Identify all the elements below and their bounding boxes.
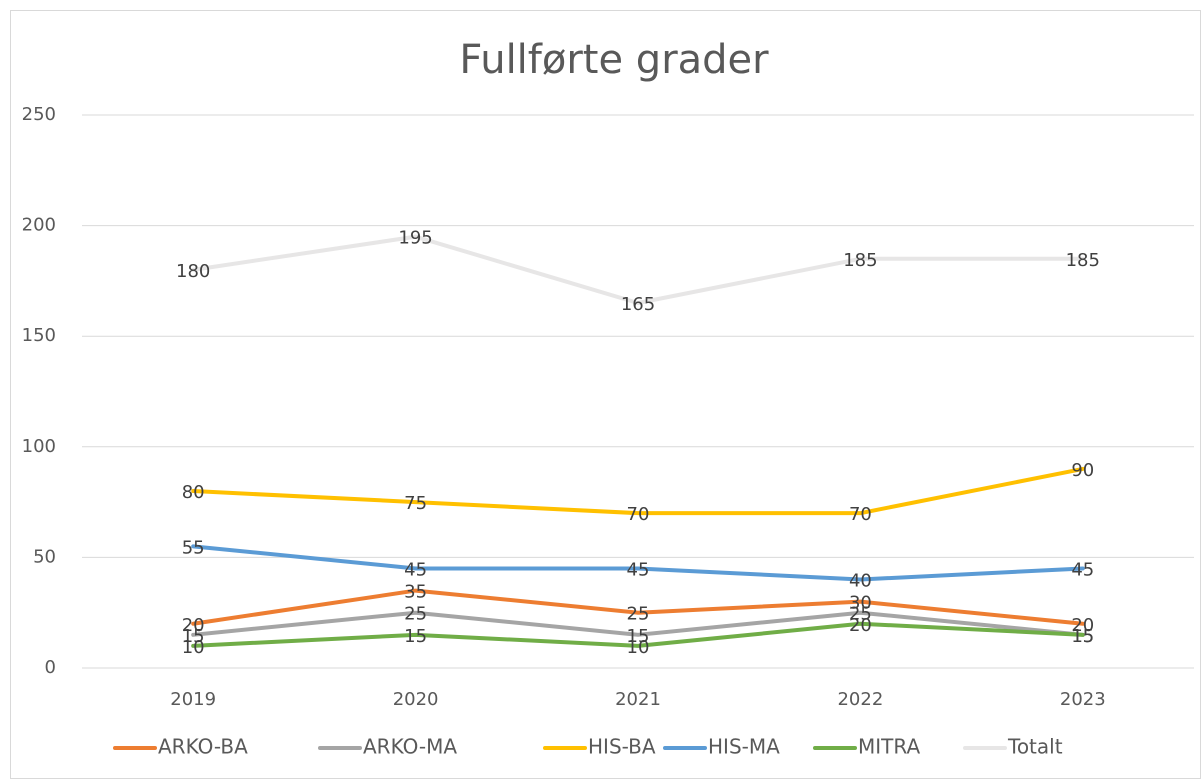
data-label: 40 bbox=[849, 571, 872, 592]
y-tick-label: 250 bbox=[22, 104, 56, 125]
data-label: 90 bbox=[1071, 460, 1094, 481]
data-label: 80 bbox=[182, 482, 205, 503]
y-tick-label: 0 bbox=[45, 657, 56, 678]
legend-label: HIS-BA bbox=[588, 735, 656, 759]
y-tick-label: 50 bbox=[33, 546, 56, 567]
data-label: 195 bbox=[398, 228, 432, 249]
y-tick-label: 150 bbox=[22, 325, 56, 346]
data-label: 180 bbox=[176, 261, 210, 282]
data-label: 10 bbox=[182, 637, 205, 658]
data-label: 70 bbox=[627, 504, 650, 525]
data-label: 185 bbox=[843, 250, 877, 271]
data-label: 25 bbox=[627, 604, 650, 625]
data-label: 15 bbox=[627, 626, 650, 647]
data-label: 15 bbox=[1071, 626, 1094, 647]
x-tick-label: 2021 bbox=[615, 689, 661, 710]
data-label: 20 bbox=[849, 615, 872, 636]
data-label: 10 bbox=[627, 637, 650, 658]
series-line bbox=[191, 544, 1085, 582]
data-label: 75 bbox=[404, 493, 427, 514]
x-tick-label: 2019 bbox=[170, 689, 216, 710]
data-label: 165 bbox=[621, 294, 655, 315]
data-label: 45 bbox=[627, 559, 650, 580]
chart-border bbox=[10, 10, 1201, 779]
series-line bbox=[191, 610, 1085, 637]
data-label: 15 bbox=[1071, 626, 1094, 647]
data-label: 25 bbox=[849, 604, 872, 625]
data-label: 15 bbox=[404, 626, 427, 647]
legend-label: ARKO-MA bbox=[363, 735, 457, 759]
series-line bbox=[191, 466, 1085, 516]
x-tick-label: 2023 bbox=[1060, 689, 1106, 710]
data-label: 70 bbox=[849, 504, 872, 525]
legend-label: ARKO-BA bbox=[158, 735, 248, 759]
x-tick-label: 2022 bbox=[837, 689, 883, 710]
data-label: 30 bbox=[849, 593, 872, 614]
series-line bbox=[191, 588, 1085, 626]
data-label: 20 bbox=[182, 615, 205, 636]
data-label: 45 bbox=[1071, 559, 1094, 580]
data-label: 55 bbox=[182, 537, 205, 558]
x-tick-label: 2020 bbox=[393, 689, 439, 710]
data-label: 185 bbox=[1066, 250, 1100, 271]
data-label: 25 bbox=[404, 604, 427, 625]
legend-label: MITRA bbox=[858, 735, 920, 759]
y-tick-label: 100 bbox=[22, 436, 56, 457]
data-label: 15 bbox=[182, 626, 205, 647]
legend-label: Totalt bbox=[1007, 735, 1063, 759]
data-label: 20 bbox=[1071, 615, 1094, 636]
series-line bbox=[191, 234, 1085, 306]
series-line bbox=[191, 621, 1085, 648]
y-tick-label: 200 bbox=[22, 215, 56, 236]
legend-label: HIS-MA bbox=[708, 735, 780, 759]
data-label: 45 bbox=[404, 559, 427, 580]
chart-title: Fullførte grader bbox=[459, 37, 769, 83]
data-label: 35 bbox=[404, 582, 427, 603]
